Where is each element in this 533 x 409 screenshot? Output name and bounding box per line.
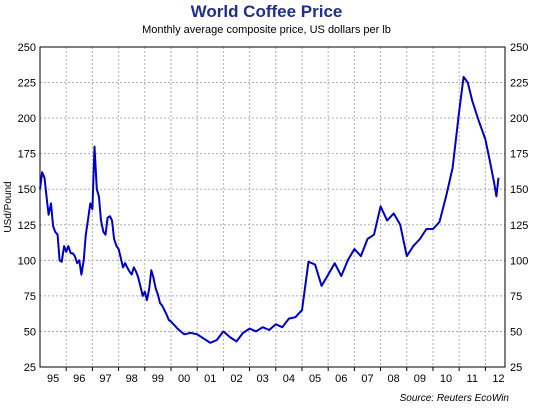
chart-subtitle: Monthly average composite price, US doll… xyxy=(142,24,391,36)
x-tick-label: 96 xyxy=(73,373,85,385)
x-tick-label: 11 xyxy=(467,373,478,385)
y-tick-label-right: 50 xyxy=(510,326,522,338)
x-tick-label: 04 xyxy=(283,373,295,385)
x-tick-label: 95 xyxy=(47,373,59,385)
x-tick-label: 01 xyxy=(204,373,216,385)
x-tick-label: 10 xyxy=(440,373,452,385)
y-tick-label-left: 50 xyxy=(24,326,36,338)
source-note: Source: Reuters EcoWin xyxy=(399,393,509,404)
chart-title: World Coffee Price xyxy=(190,2,343,21)
y-tick-label-left: 75 xyxy=(24,291,36,303)
y-tick-label-right: 250 xyxy=(510,42,528,54)
y-tick-label-left: 125 xyxy=(18,220,36,232)
x-tick-label: 12 xyxy=(492,373,504,385)
x-tick-label: 02 xyxy=(230,373,242,385)
plot-frame xyxy=(39,46,506,368)
y-axis-label: USd/Pound xyxy=(3,181,14,232)
y-tick-label-right: 100 xyxy=(510,255,528,267)
x-tick-label: 98 xyxy=(126,373,138,385)
x-tick-label: 05 xyxy=(309,373,321,385)
y-tick-label-right: 225 xyxy=(510,78,528,90)
y-tick-label-left: 225 xyxy=(18,78,36,90)
y-tick-label-left: 200 xyxy=(18,113,36,125)
y-tick-label-right: 200 xyxy=(510,113,528,125)
x-tick-label: 09 xyxy=(414,373,426,385)
y-tick-label-right: 75 xyxy=(510,291,522,303)
y-tick-label-right: 25 xyxy=(510,362,522,374)
x-tick-label: 07 xyxy=(361,373,373,385)
x-tick-label: 99 xyxy=(152,373,164,385)
x-tick-label: 03 xyxy=(257,373,269,385)
y-tick-label-left: 150 xyxy=(18,184,36,196)
x-tick-label: 06 xyxy=(335,373,347,385)
y-tick-label-left: 100 xyxy=(18,255,36,267)
y-tick-label-right: 150 xyxy=(510,184,528,196)
y-tick-label-left: 25 xyxy=(24,362,36,374)
y-tick-label-left: 175 xyxy=(18,149,36,161)
x-tick-label: 00 xyxy=(178,373,190,385)
y-tick-label-right: 125 xyxy=(510,220,528,232)
y-tick-label-left: 250 xyxy=(18,42,36,54)
x-tick-label: 97 xyxy=(99,373,111,385)
coffee-price-line xyxy=(39,75,500,344)
y-tick-label-right: 175 xyxy=(510,149,528,161)
x-tick-label: 08 xyxy=(388,373,400,385)
